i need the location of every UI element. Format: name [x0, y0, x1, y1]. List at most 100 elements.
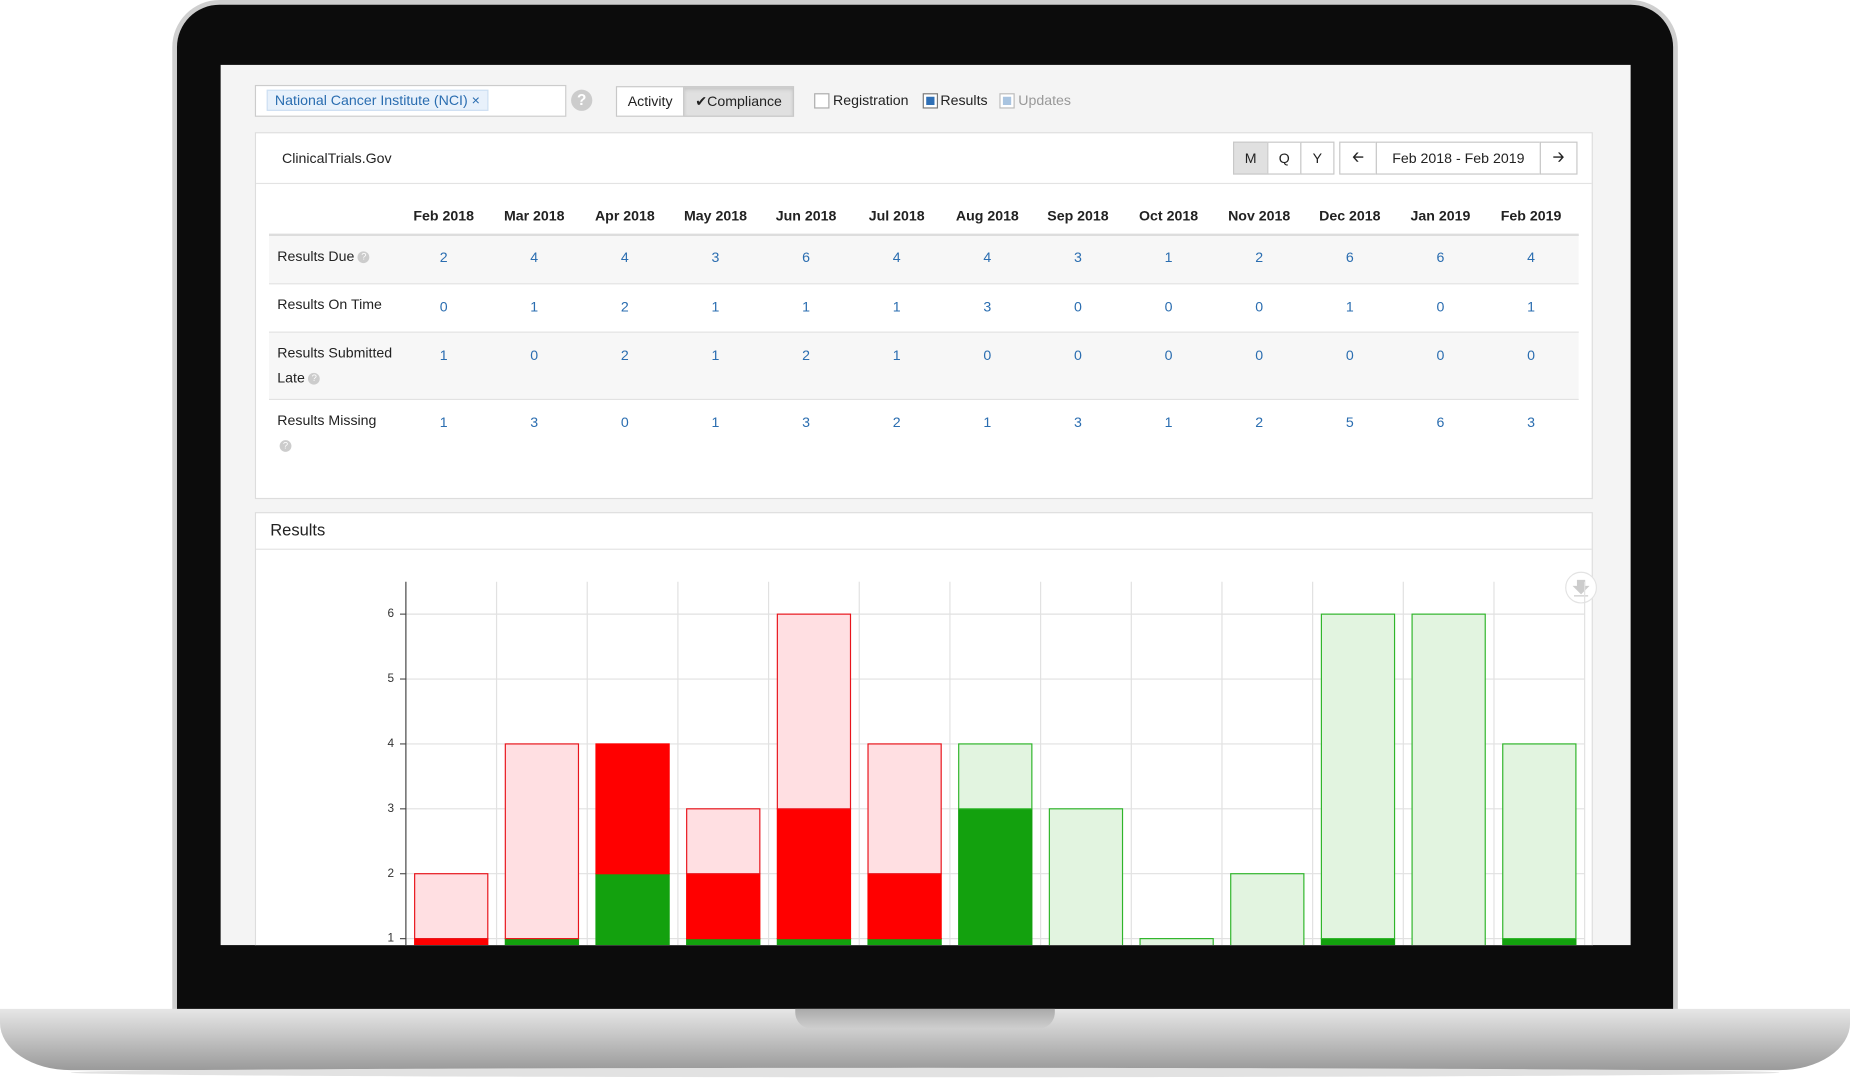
y-tick-label: 6 — [388, 607, 395, 620]
cell-value: 2 — [1255, 414, 1264, 431]
row-label: Results Submitted Late? — [277, 344, 393, 386]
cell-value: 3 — [1527, 414, 1535, 431]
chart: 1 2 3 4 5 6 — [388, 571, 1597, 946]
column-header: Jun 2018 — [775, 207, 837, 225]
column-header: Dec 2018 — [1319, 207, 1381, 225]
bar-segment — [1411, 613, 1486, 946]
cell-value: 2 — [892, 414, 901, 431]
cell-value: 0 — [1255, 298, 1264, 316]
cell-value: 0 — [1436, 298, 1445, 316]
row-label: Results Due? — [277, 244, 442, 269]
range-display: Feb 2018 - Feb 2019 — [1375, 141, 1541, 175]
laptop-shadow — [70, 1067, 1780, 1078]
table-header-line — [269, 233, 1579, 236]
bar-segment — [1230, 873, 1305, 946]
cell-value: 1 — [439, 346, 448, 364]
column-header: Feb 2019 — [1500, 207, 1562, 225]
cell-value: 0 — [1074, 298, 1082, 316]
chart-title: Results — [270, 520, 326, 540]
tag-text: National Cancer Institute (NCI) — [274, 92, 468, 109]
bar-segment — [867, 743, 942, 875]
column-header: Aug 2018 — [955, 207, 1019, 225]
tag-remove[interactable]: × — [471, 92, 480, 109]
cell-value: 1 — [711, 298, 720, 316]
table-row — [269, 283, 1579, 332]
toggle-label: Compliance — [707, 93, 782, 110]
cell-value: 1 — [892, 298, 901, 316]
bar-segment — [414, 938, 489, 946]
cell-value: 1 — [1345, 298, 1354, 316]
cell-value: 6 — [1436, 414, 1445, 431]
next-button[interactable]: 🡢 — [1539, 141, 1578, 175]
bar-segment — [1320, 938, 1396, 946]
cell-value: 3 — [1074, 248, 1082, 266]
help-icon[interactable]: ? — [279, 439, 292, 452]
period-button[interactable]: Y — [1300, 141, 1335, 175]
panel-divider — [256, 548, 1592, 550]
cell-value: 6 — [1436, 248, 1445, 266]
bar-segment — [958, 808, 1033, 946]
bar-segment — [867, 938, 942, 946]
cell-value: 4 — [1527, 248, 1535, 266]
period-button[interactable]: M — [1232, 141, 1269, 175]
cell-value: 2 — [620, 346, 629, 364]
cell-value: 2 — [439, 248, 448, 266]
help-icon[interactable]: ? — [357, 251, 370, 263]
check-icon: ✔ — [695, 93, 708, 110]
cell-value: 3 — [983, 298, 992, 316]
panel-divider — [256, 182, 1592, 185]
cell-value: 4 — [530, 248, 539, 266]
cell-value: 2 — [1255, 248, 1264, 266]
column-header: Jul 2018 — [868, 207, 925, 225]
bar-segment — [686, 938, 761, 946]
checkbox-label: Results — [940, 92, 988, 109]
bar-segment — [1320, 613, 1396, 940]
bar-segment — [1139, 938, 1214, 946]
cell-value: 0 — [1436, 346, 1445, 364]
column-header: Sep 2018 — [1047, 207, 1109, 225]
cell-value: 1 — [711, 346, 720, 364]
period-button[interactable]: Q — [1267, 141, 1302, 175]
bar-segment — [776, 808, 852, 940]
checkbox[interactable] — [922, 93, 939, 109]
cell-value: 4 — [983, 248, 992, 266]
checkbox[interactable] — [999, 93, 1015, 109]
cell-value: 2 — [802, 346, 811, 364]
help-icon[interactable]: ? — [571, 89, 593, 111]
cell-value: 6 — [1345, 248, 1354, 266]
cell-value: 4 — [620, 248, 629, 266]
cell-value: 2 — [620, 298, 629, 316]
help-icon[interactable]: ? — [308, 372, 321, 385]
cell-value: 1 — [530, 298, 539, 316]
column-header: Feb 2018 — [413, 207, 474, 225]
cell-value: 3 — [1074, 414, 1082, 431]
screen: National Cancer Institute (NCI) × ? Acti… — [220, 64, 1631, 946]
y-tick-label: 3 — [388, 802, 395, 815]
toggle-compliance[interactable]: ✔ Compliance — [683, 86, 795, 117]
filter-tag: National Cancer Institute (NCI) × — [266, 89, 489, 111]
cell-value: 1 — [983, 414, 992, 431]
column-header: Jan 2019 — [1410, 207, 1471, 225]
bar-segment — [776, 938, 852, 946]
cell-value: 1 — [439, 414, 448, 431]
cell-value: 0 — [530, 346, 539, 364]
cell-value: 1 — [711, 414, 720, 431]
checkbox[interactable] — [814, 93, 830, 109]
cell-value: 3 — [530, 414, 539, 431]
cell-value: 6 — [802, 248, 811, 266]
column-header: May 2018 — [683, 207, 747, 225]
row-label: Results Missing? — [277, 411, 377, 452]
cell-value: 0 — [439, 298, 448, 316]
cell-value: 0 — [1164, 298, 1173, 316]
cell-value: 0 — [1074, 346, 1082, 364]
cell-value: 1 — [1164, 414, 1173, 431]
cell-value: 0 — [1527, 346, 1535, 364]
toggle-activity[interactable]: Activity — [615, 86, 685, 117]
checkbox-label: Updates — [1018, 92, 1071, 109]
cell-value: 1 — [892, 346, 901, 364]
cell-value: 1 — [1527, 298, 1535, 316]
y-tick-label: 4 — [388, 737, 395, 750]
column-header: Oct 2018 — [1139, 207, 1199, 225]
cell-value: 0 — [1345, 346, 1354, 364]
